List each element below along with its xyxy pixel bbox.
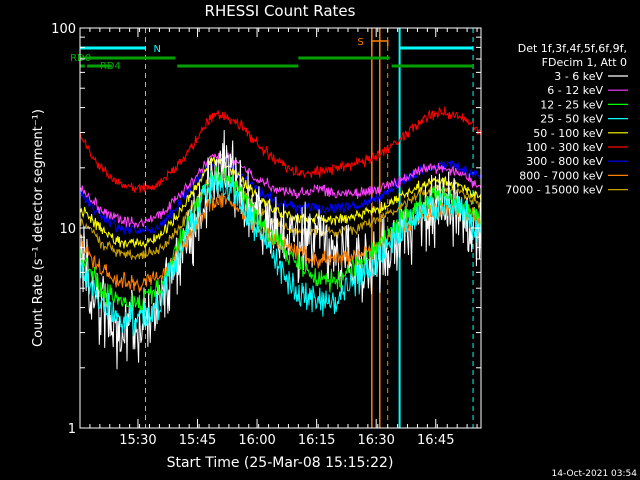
x-tick-label: 15:30 <box>119 433 156 448</box>
y-tick-label: 100 <box>51 22 76 37</box>
legend-label: 800 - 7000 keV <box>519 169 603 182</box>
legend-label: 300 - 800 keV <box>526 155 603 168</box>
x-tick-label: 16:45 <box>417 433 454 448</box>
annotation-label-rd4: RD4 <box>100 61 121 72</box>
legend-label: 25 - 50 keV <box>540 113 603 126</box>
x-axis-label: Start Time (25-Mar-08 15:15:22) <box>167 455 394 471</box>
series-line-1 <box>79 152 482 229</box>
legend-label: 3 - 6 keV <box>554 70 603 83</box>
saa-bracket <box>371 40 389 46</box>
series-line-6 <box>79 155 482 236</box>
y-tick-label: 10 <box>59 222 76 237</box>
legend: Det 1f,3f,4f,5f,6f,9f,FDecim 1, Att 03 -… <box>505 42 628 197</box>
legend-label: 6 - 12 keV <box>547 84 603 97</box>
y-tick-label: 1 <box>68 422 76 437</box>
chart-title: RHESSI Count Rates <box>205 2 356 20</box>
legend-label: 12 - 25 keV <box>540 98 603 111</box>
footer-date: 14-Oct-2021 03:54 <box>552 469 638 479</box>
y-axis-label: Count Rate (s⁻¹ detector segment⁻¹) <box>31 109 46 347</box>
data-layer <box>79 106 482 370</box>
x-tick-label: 16:00 <box>238 433 275 448</box>
axes-layer: 15:30 15:45 16:00 16:15 16:30 16:45 1 10 100 <box>51 22 481 448</box>
legend-label: 7000 - 15000 keV <box>505 184 603 197</box>
annotation-label-n: N <box>153 44 160 55</box>
annotation-label-s: S <box>358 37 364 48</box>
legend-label: 100 - 300 keV <box>526 141 603 154</box>
x-tick-label: 16:30 <box>357 433 394 448</box>
x-tick-label: 15:45 <box>179 433 216 448</box>
series-line-5 <box>79 106 482 193</box>
series-line-2 <box>80 166 482 313</box>
legend-header-line: FDecim 1, Att 0 <box>542 56 627 69</box>
legend-label: 50 - 100 keV <box>533 127 603 140</box>
series-line-4 <box>79 156 482 249</box>
x-tick-label: 16:15 <box>298 433 335 448</box>
series-line-3 <box>79 171 482 337</box>
legend-header-line: Det 1f,3f,4f,5f,6f,9f, <box>518 42 627 55</box>
